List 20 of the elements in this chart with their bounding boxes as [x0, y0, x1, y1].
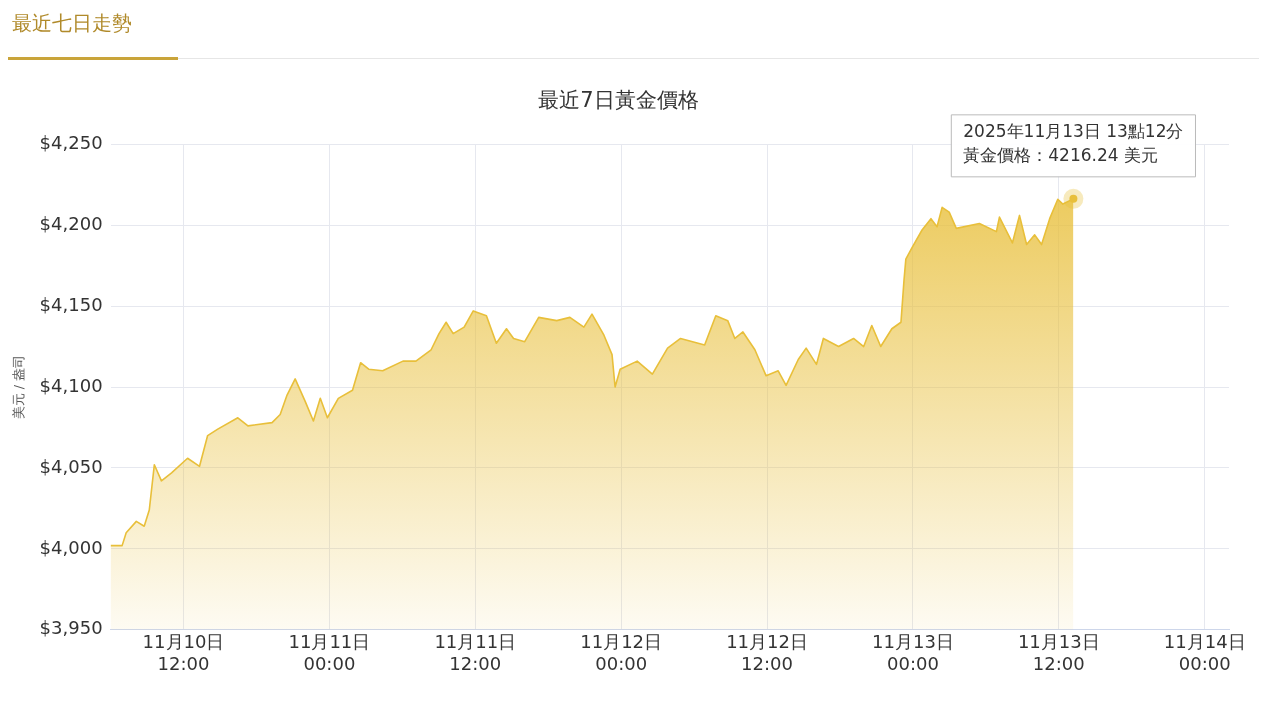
x-tick-label: 11月13日 00:00 — [872, 631, 954, 674]
y-tick-label: $3,950 — [39, 617, 103, 639]
x-tick-label: 11月11日 12:00 — [434, 631, 517, 674]
y-tick-label: $4,050 — [39, 455, 103, 477]
chart-title: 最近7日黃金價格 — [538, 88, 699, 113]
x-tick-label: 11月10日 12:00 — [142, 631, 225, 674]
x-tick-label: 11月14日 00:00 — [1163, 631, 1246, 674]
x-tick-label: 11月13日 12:00 — [1017, 631, 1100, 674]
y-tick-label: $4,150 — [39, 293, 103, 315]
annotation: 黃金價格：4216.24 美元 — [963, 144, 1158, 165]
y-axis-title: 美元 / 盎司 — [11, 354, 27, 420]
x-tick-label: 11月12日 00:00 — [580, 631, 663, 674]
x-tick-label: 11月12日 12:00 — [726, 631, 808, 674]
y-tick-label: $4,200 — [39, 212, 103, 234]
x-tick-label: 11月11日 00:00 — [288, 631, 371, 674]
text: 2025年11月13日 13點12分 — [963, 120, 1184, 141]
y-tick-label: $4,100 — [39, 374, 103, 396]
y-tick-label: $4,000 — [39, 536, 103, 558]
text: 最近七日走勢 — [8, 8, 178, 60]
y-tick-label: $4,250 — [39, 131, 103, 153]
